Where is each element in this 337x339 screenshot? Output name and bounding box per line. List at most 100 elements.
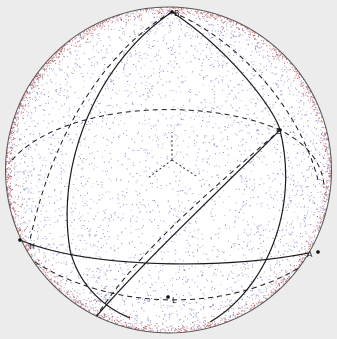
cloud-point bbox=[130, 52, 131, 54]
cloud-point bbox=[301, 247, 303, 249]
cloud-point bbox=[23, 221, 25, 223]
cloud-point bbox=[222, 114, 223, 116]
cloud-point bbox=[287, 204, 289, 206]
cloud-point bbox=[191, 10, 192, 11]
cloud-point bbox=[169, 314, 171, 316]
cloud-point bbox=[71, 270, 73, 272]
cloud-point bbox=[48, 122, 50, 124]
cloud-point bbox=[139, 302, 141, 304]
cloud-point bbox=[29, 189, 31, 191]
cloud-point bbox=[259, 47, 261, 49]
cloud-point bbox=[170, 53, 172, 55]
cloud-point bbox=[212, 115, 214, 117]
cloud-point bbox=[151, 88, 153, 90]
cloud-point bbox=[328, 164, 330, 166]
cloud-point bbox=[238, 32, 240, 34]
cloud-point bbox=[147, 263, 149, 265]
cloud-point bbox=[281, 94, 283, 95]
cloud-point bbox=[224, 259, 226, 261]
cloud-point bbox=[215, 165, 217, 166]
cloud-point bbox=[178, 43, 180, 45]
cloud-point bbox=[322, 134, 324, 136]
cloud-point bbox=[131, 303, 133, 305]
cloud-point bbox=[43, 253, 45, 255]
cloud-point bbox=[283, 217, 285, 219]
cloud-point bbox=[38, 179, 40, 181]
cloud-point bbox=[236, 72, 238, 74]
cloud-point bbox=[82, 215, 84, 217]
cloud-point bbox=[247, 224, 249, 226]
cloud-point bbox=[259, 150, 261, 152]
cloud-point bbox=[102, 313, 104, 315]
cloud-point bbox=[130, 257, 132, 258]
cloud-point bbox=[55, 132, 57, 134]
cloud-point bbox=[177, 123, 179, 125]
cloud-point bbox=[29, 231, 31, 233]
cloud-point bbox=[154, 110, 156, 111]
cloud-point bbox=[275, 280, 277, 282]
cloud-point bbox=[298, 111, 300, 113]
cloud-point bbox=[172, 90, 174, 92]
cloud-point bbox=[61, 171, 63, 173]
cloud-point bbox=[179, 124, 181, 126]
cloud-point bbox=[49, 224, 51, 225]
cloud-point bbox=[183, 211, 185, 213]
cloud-point bbox=[46, 71, 48, 73]
cloud-point bbox=[171, 312, 173, 314]
cloud-point bbox=[148, 318, 150, 320]
cloud-point bbox=[78, 164, 80, 166]
cloud-point bbox=[120, 16, 122, 18]
cloud-point bbox=[241, 247, 243, 249]
cloud-point bbox=[10, 189, 12, 191]
cloud-point bbox=[35, 185, 37, 187]
cloud-point bbox=[25, 244, 27, 246]
cloud-point bbox=[166, 289, 168, 291]
cloud-point bbox=[223, 56, 225, 58]
cloud-point bbox=[270, 194, 272, 196]
cloud-point bbox=[198, 194, 200, 196]
cloud-point bbox=[185, 276, 187, 278]
cloud-point bbox=[133, 325, 135, 327]
cloud-point bbox=[324, 154, 326, 156]
cloud-point bbox=[272, 237, 274, 239]
cloud-point bbox=[258, 156, 260, 158]
cloud-point bbox=[321, 177, 323, 179]
cloud-point bbox=[320, 207, 322, 209]
cloud-point bbox=[69, 107, 71, 109]
cloud-point bbox=[30, 191, 32, 193]
cloud-point bbox=[127, 90, 129, 92]
cloud-point bbox=[48, 102, 49, 104]
cloud-point bbox=[19, 163, 21, 164]
cloud-point bbox=[125, 153, 126, 155]
cloud-point bbox=[80, 73, 82, 74]
cloud-point bbox=[295, 124, 297, 126]
cloud-point bbox=[277, 143, 278, 145]
cloud-point bbox=[64, 185, 66, 187]
cloud-point bbox=[59, 69, 61, 71]
cloud-point bbox=[295, 157, 297, 159]
cloud-point bbox=[83, 225, 85, 227]
cloud-point bbox=[126, 14, 128, 16]
cloud-point bbox=[307, 145, 309, 146]
cloud-point bbox=[144, 149, 146, 151]
cloud-point bbox=[303, 94, 305, 96]
cloud-point bbox=[180, 28, 182, 30]
cloud-point bbox=[63, 287, 65, 289]
cloud-point bbox=[12, 146, 14, 148]
cloud-point bbox=[245, 141, 247, 143]
cloud-point bbox=[275, 67, 277, 69]
cloud-point bbox=[142, 27, 144, 28]
cloud-point bbox=[56, 282, 58, 284]
cloud-point bbox=[261, 111, 263, 113]
cloud-point bbox=[293, 144, 295, 146]
cloud-point bbox=[197, 152, 199, 154]
cloud-point bbox=[14, 130, 16, 132]
cloud-point bbox=[94, 157, 95, 159]
cloud-point bbox=[273, 271, 275, 273]
cloud-point bbox=[9, 161, 11, 163]
cloud-point bbox=[293, 115, 295, 117]
cloud-point bbox=[193, 118, 195, 120]
cloud-point bbox=[86, 268, 88, 269]
cloud-point bbox=[282, 173, 283, 175]
cloud-point bbox=[88, 177, 90, 179]
